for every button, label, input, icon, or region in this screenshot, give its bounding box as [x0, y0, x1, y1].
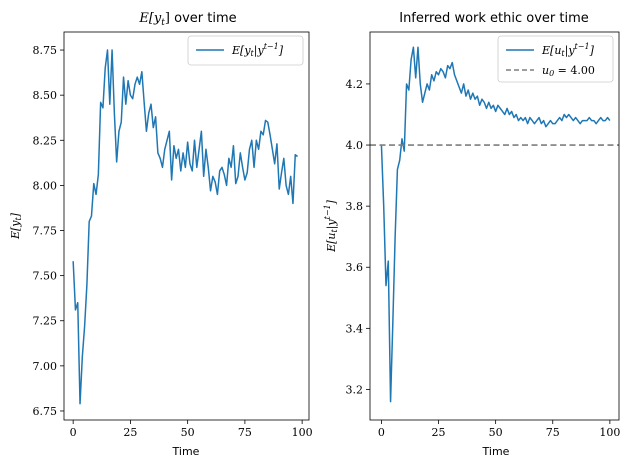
right-axes-frame: [369, 31, 620, 421]
left-y-tick-label: 8.00: [33, 179, 58, 192]
left-y-tick-label: 7.00: [33, 360, 58, 373]
right-y-tick-label: 3.8: [346, 200, 364, 213]
left-plot-area: [72, 49, 299, 405]
left-x-tick-label: 25: [123, 426, 137, 439]
left-y-tick-label: 8.50: [33, 89, 58, 102]
left-y-tick-label: 8.25: [33, 134, 58, 147]
left-chart-title: E[yt] over time: [138, 11, 236, 28]
left-x-tick-label: 75: [238, 426, 252, 439]
right-x-tick-label: 100: [599, 426, 620, 439]
right-y-tick-label: 3.4: [346, 322, 364, 335]
left-x-tick-label: 50: [181, 426, 195, 439]
right-legend-label-baseline: u0 = 4.00: [542, 64, 595, 78]
left-legend: E[yt|yt−1]: [187, 35, 304, 66]
right-y-tick-label: 3.6: [346, 261, 364, 274]
right-y-tick-label: 3.2: [346, 383, 364, 396]
right-y-axis-label: E[ut|yt−1]: [323, 199, 339, 253]
left-y-tick-label: 6.75: [33, 405, 58, 418]
left-chart: E[yt] over time 0 25 50 75 100 6.75 7.00 7.25 7…: [9, 11, 313, 458]
right-x-tick-label: 50: [489, 426, 503, 439]
right-series-line: [380, 46, 611, 403]
left-x-tick-label: 100: [292, 426, 313, 439]
left-y-ticks: 6.75 7.00 7.25 7.50 7.75 8.00 8.25 8.50 8.75: [33, 44, 64, 418]
right-x-ticks: 0 25 50 75 100: [378, 420, 620, 439]
left-legend-box: [187, 35, 304, 66]
left-x-axis-label: Time: [172, 445, 200, 458]
right-x-tick-label: 75: [546, 426, 560, 439]
right-chart-title: Inferred work ethic over time: [399, 11, 589, 26]
right-legend: E[ut|yt−1] u0 = 4.00: [497, 35, 614, 83]
left-x-ticks: 0 25 50 75 100: [70, 420, 313, 439]
right-chart: Inferred work ethic over time 0 25 50 75 100…: [323, 11, 620, 458]
left-y-tick-label: 8.75: [33, 44, 58, 57]
left-series-line: [72, 49, 299, 405]
right-y-tick-label: 4.2: [346, 78, 364, 91]
left-y-tick-label: 7.25: [33, 315, 58, 328]
left-y-tick-label: 7.50: [33, 270, 58, 283]
left-x-tick-label: 0: [70, 426, 77, 439]
right-x-tick-label: 0: [378, 426, 385, 439]
right-y-ticks: 3.2 3.4 3.6 3.8 4.0 4.2: [346, 78, 370, 396]
left-axes-frame: [63, 31, 310, 421]
right-plot-area: [370, 46, 619, 403]
right-x-axis-label: Time: [482, 445, 510, 458]
left-y-tick-label: 7.75: [33, 225, 58, 238]
right-y-tick-label: 4.0: [346, 139, 364, 152]
right-x-tick-label: 25: [432, 426, 446, 439]
left-y-axis-label: E[yt]: [9, 212, 23, 240]
